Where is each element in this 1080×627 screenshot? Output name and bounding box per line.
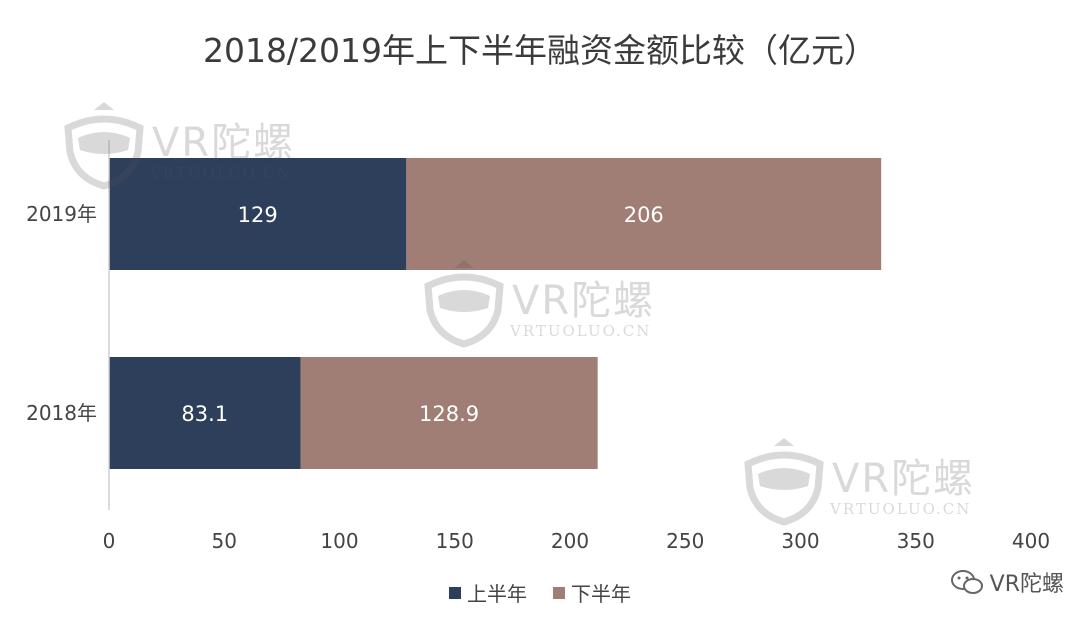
watermark-brand: VR陀螺 — [832, 456, 976, 502]
x-tick-label: 150 — [436, 529, 474, 553]
source-badge: VR陀螺 — [950, 566, 1064, 598]
x-tick-label: 0 — [103, 529, 116, 553]
x-tick-label: 50 — [212, 529, 237, 553]
vr-headset-logo-icon — [64, 102, 144, 190]
category-label: 2019年 — [26, 202, 97, 226]
vr-headset-logo-icon — [744, 438, 824, 526]
x-tick-label: 200 — [551, 529, 589, 553]
x-tick-label: 100 — [320, 529, 358, 553]
data-label: 206 — [624, 203, 664, 227]
bar-segment — [109, 158, 407, 270]
data-label: 128.9 — [419, 402, 479, 426]
chart-title: 2018/2019年上下半年融资金额比较（亿元） — [202, 31, 878, 70]
category-label: 2018年 — [26, 401, 97, 425]
x-tick-label: 350 — [897, 529, 935, 553]
bar-segment — [406, 158, 882, 270]
bar-segment — [109, 357, 301, 469]
legend-label: 下半年 — [571, 582, 631, 606]
watermark: VR陀螺 VRTUOLUO.CN — [62, 100, 352, 200]
legend-item-second-half: 下半年 — [553, 578, 631, 607]
wechat-icon — [950, 570, 983, 594]
chart-legend: 上半年 下半年 — [0, 578, 1080, 607]
watermark-url: VRTUOLUO.CN — [510, 322, 652, 340]
x-tick-label: 250 — [666, 529, 704, 553]
legend-swatch — [449, 586, 461, 599]
bar-segment — [300, 357, 598, 469]
legend-item-first-half: 上半年 — [449, 578, 527, 607]
watermark: VR陀螺 VRTUOLUO.CN — [422, 258, 712, 358]
data-label: 83.1 — [181, 402, 228, 426]
watermark-brand: VR陀螺 — [512, 278, 656, 324]
data-label: 129 — [238, 203, 278, 227]
watermark-brand: VR陀螺 — [152, 120, 296, 166]
watermark-url: VRTUOLUO.CN — [150, 164, 292, 182]
watermark: VR陀螺 VRTUOLUO.CN — [742, 436, 1032, 536]
x-tick-label: 300 — [781, 529, 819, 553]
source-label: VR陀螺 — [989, 572, 1064, 597]
x-tick-label: 400 — [1012, 529, 1050, 553]
watermark-url: VRTUOLUO.CN — [830, 500, 972, 518]
legend-swatch — [553, 586, 565, 599]
legend-label: 上半年 — [467, 582, 527, 606]
vr-headset-logo-icon — [424, 260, 504, 348]
